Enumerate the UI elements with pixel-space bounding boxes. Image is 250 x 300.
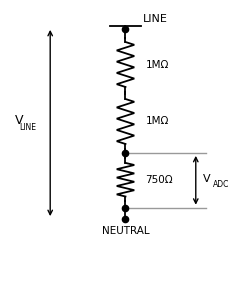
Text: LINE: LINE: [142, 14, 167, 24]
Text: 1MΩ: 1MΩ: [145, 59, 168, 70]
Text: V: V: [202, 174, 210, 184]
Text: 1MΩ: 1MΩ: [145, 116, 168, 127]
Text: 750Ω: 750Ω: [145, 175, 172, 185]
Text: ADC: ADC: [212, 180, 228, 189]
Text: V: V: [15, 113, 24, 127]
Text: LINE: LINE: [19, 123, 36, 132]
Text: NEUTRAL: NEUTRAL: [101, 226, 149, 236]
